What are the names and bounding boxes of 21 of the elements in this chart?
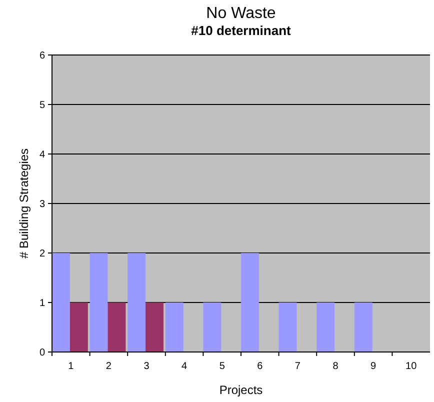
y-tick-label: 2 <box>39 248 46 260</box>
y-tick-label: 5 <box>39 100 46 111</box>
x-tick-label: 3 <box>144 361 150 372</box>
y-tick-label: 1 <box>39 298 46 309</box>
x-tick-label: 8 <box>332 361 339 372</box>
x-tick-label: 1 <box>68 361 74 372</box>
y-tick-label: 3 <box>39 199 46 210</box>
x-tick-label: 10 <box>406 361 418 372</box>
x-tick-label: 5 <box>219 361 226 372</box>
y-tick-label: 6 <box>39 50 46 62</box>
chart-title: No Waste <box>206 5 276 22</box>
x-tick-label: 7 <box>294 361 301 372</box>
chart-subtitle: #10 determinant <box>191 23 292 38</box>
x-tick-label: 6 <box>257 361 264 372</box>
x-tick-label: 9 <box>370 361 377 372</box>
x-axis-title: Projects <box>219 383 263 397</box>
x-tick-label: 2 <box>106 361 112 372</box>
x-tick-label: 4 <box>182 361 188 372</box>
y-tick-label: 0 <box>39 348 46 358</box>
y-axis-title: # Building Strategies <box>17 148 31 259</box>
y-tick-label: 4 <box>39 150 46 160</box>
